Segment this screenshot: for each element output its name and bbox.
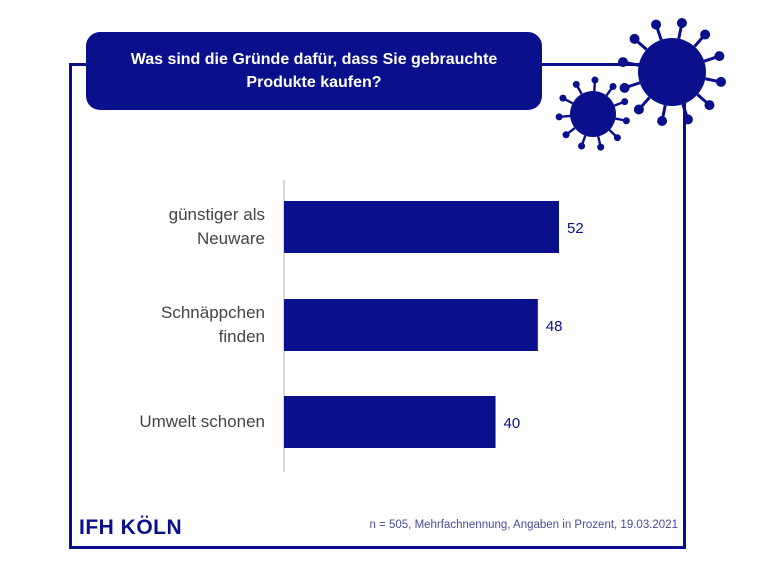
value-label-2: 48 (546, 318, 563, 335)
category-label-line: Neuware (196, 229, 265, 248)
value-label-1: 52 (567, 220, 584, 237)
category-label-line: günstiger als (168, 205, 265, 224)
bar-3 (284, 396, 496, 448)
category-label-line: Schnäppchen (161, 303, 265, 322)
category-label-2: Schnäppchen finden (65, 301, 265, 349)
virus-icon-large (617, 17, 727, 127)
footnote: n = 505, Mehrfachnennung, Angaben in Pro… (369, 519, 678, 531)
category-label-line: finden (218, 327, 265, 346)
chart-title: Was sind die Gründe dafür, dass Sie gebr… (86, 32, 542, 110)
category-label-1: günstiger als Neuware (65, 203, 265, 251)
ifh-logo: IFH KÖLN (79, 516, 183, 539)
virus-icon-small (555, 76, 630, 151)
bar-1 (284, 201, 559, 253)
category-label-3: Umwelt schonen (65, 410, 265, 434)
bar-2 (284, 299, 538, 351)
value-label-3: 40 (504, 415, 521, 432)
category-label-line: Umwelt schonen (139, 412, 265, 431)
